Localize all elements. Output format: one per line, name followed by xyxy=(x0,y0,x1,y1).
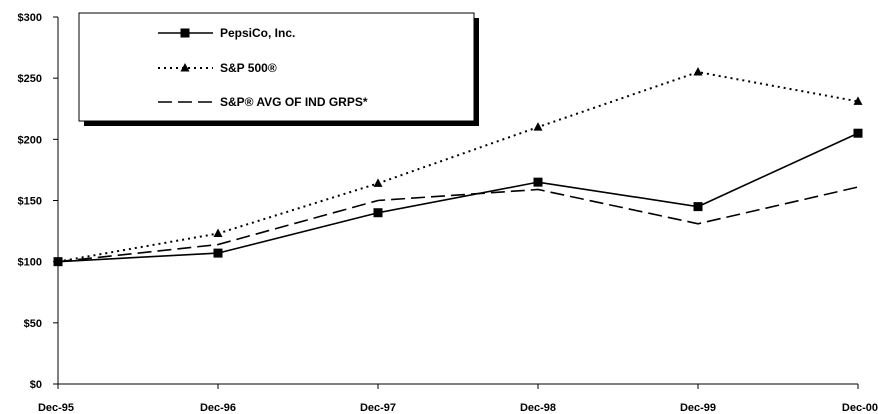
x-tick-label: Dec-99 xyxy=(680,402,716,414)
y-tick-label: $300 xyxy=(18,12,42,24)
y-tick-label: $0 xyxy=(30,379,42,391)
x-ticks: Dec-95 Dec-96 Dec-97 Dec-98 Dec-99 Dec-00 xyxy=(38,384,878,414)
x-tick-label: Dec-98 xyxy=(520,402,556,414)
series-0 xyxy=(53,128,863,267)
legend-entry: PepsiCo, Inc. xyxy=(158,26,295,40)
legend-box xyxy=(78,12,475,122)
data-point-square xyxy=(853,128,863,138)
data-point-square xyxy=(180,28,190,38)
series-line xyxy=(57,71,859,263)
y-tick-label: $50 xyxy=(24,318,42,330)
data-point-square xyxy=(533,177,543,187)
x-tick-label: Dec-00 xyxy=(842,402,878,414)
y-tick-label: $150 xyxy=(18,196,42,208)
legend-label: S&P® AVG OF IND GRPS* xyxy=(220,95,368,109)
legend-entry: S&P® AVG OF IND GRPS* xyxy=(158,95,368,109)
data-point-square xyxy=(53,257,63,267)
x-tick-label: Dec-97 xyxy=(360,402,396,414)
y-tick-label: $200 xyxy=(18,134,42,146)
y-tick-label: $250 xyxy=(18,73,42,85)
series-line xyxy=(57,132,859,263)
data-point-triangle xyxy=(373,178,383,187)
x-tick-label: Dec-95 xyxy=(38,402,74,414)
data-point-square xyxy=(373,208,383,218)
series-line xyxy=(57,186,859,263)
y-tick-label: $100 xyxy=(18,257,42,269)
legend-label: PepsiCo, Inc. xyxy=(220,26,295,40)
data-point-triangle xyxy=(853,96,863,105)
legend-label: S&P 500® xyxy=(220,61,277,75)
data-point-triangle xyxy=(693,67,703,76)
y-ticks: $0 $50 $100 $150 $200 $250 $300 xyxy=(18,12,58,391)
series-2 xyxy=(57,186,859,263)
series-layer xyxy=(53,67,863,267)
data-point-triangle xyxy=(533,122,543,131)
legend: PepsiCo, Inc. S&P 500® S&P® AVG OF IND GRP… xyxy=(78,12,479,126)
data-point-square xyxy=(213,248,223,258)
x-tick-label: Dec-96 xyxy=(200,402,236,414)
data-point-triangle xyxy=(180,63,190,72)
data-point-triangle xyxy=(213,228,223,238)
data-point-square xyxy=(693,202,703,212)
legend-entry: S&P 500® xyxy=(158,61,277,75)
